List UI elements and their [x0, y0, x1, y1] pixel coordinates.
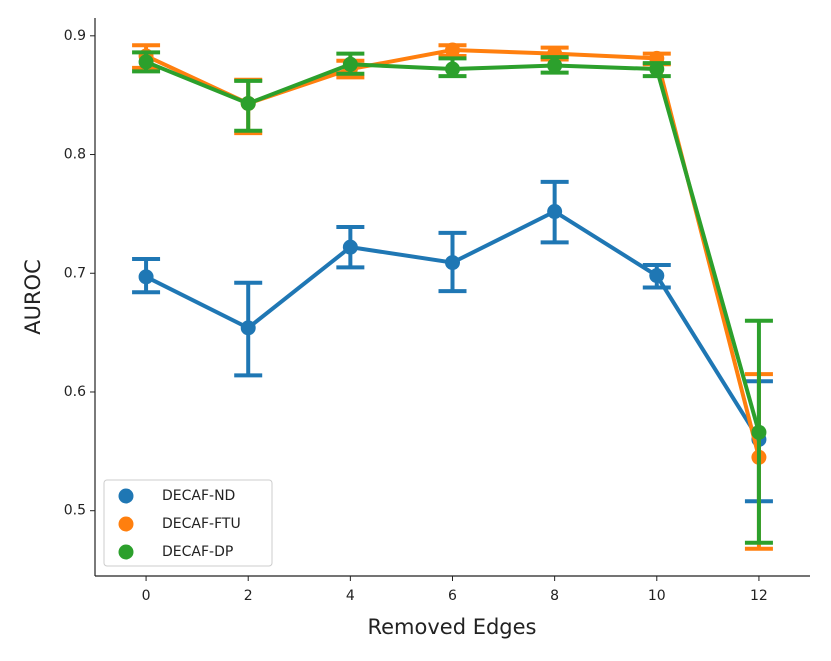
y-tick-label: 0.6	[64, 384, 86, 400]
x-tick-label: 10	[648, 588, 666, 604]
legend-marker	[118, 488, 134, 504]
x-tick-label: 0	[142, 588, 151, 604]
x-tick-label: 2	[244, 588, 253, 604]
point	[342, 56, 358, 72]
series	[132, 50, 773, 545]
x-tick-label: 4	[346, 588, 355, 604]
y-tick-label: 0.7	[64, 265, 86, 281]
point	[445, 61, 460, 77]
point	[649, 61, 665, 77]
legend: DECAF-ND DECAF-FTU DECAF-DP	[103, 479, 273, 567]
point	[240, 320, 256, 336]
series	[132, 179, 773, 504]
legend-label: DECAF-DP	[162, 544, 233, 560]
point	[547, 57, 563, 73]
point	[240, 95, 256, 111]
point	[342, 239, 358, 255]
point	[445, 255, 460, 271]
point	[445, 42, 460, 58]
series	[132, 42, 773, 551]
point	[138, 269, 154, 285]
point	[138, 54, 154, 70]
legend-marker	[118, 516, 134, 532]
x-tick-label: 12	[750, 588, 768, 604]
y-tick-label: 0.8	[64, 147, 86, 163]
x-tick-label: 8	[550, 588, 559, 604]
legend-marker	[118, 544, 134, 560]
x-axis-title: Removed Edges	[367, 615, 536, 639]
legend-frame	[103, 479, 273, 567]
y-axis-title: AUROC	[21, 259, 45, 335]
y-tick-label: 0.9	[64, 28, 86, 44]
legend-label: DECAF-ND	[162, 488, 235, 504]
legend-label: DECAF-FTU	[162, 516, 241, 532]
point	[547, 204, 563, 220]
point	[649, 268, 665, 284]
x-tick-label: 6	[448, 588, 457, 604]
y-tick-label: 0.5	[64, 503, 86, 519]
point	[751, 424, 767, 440]
